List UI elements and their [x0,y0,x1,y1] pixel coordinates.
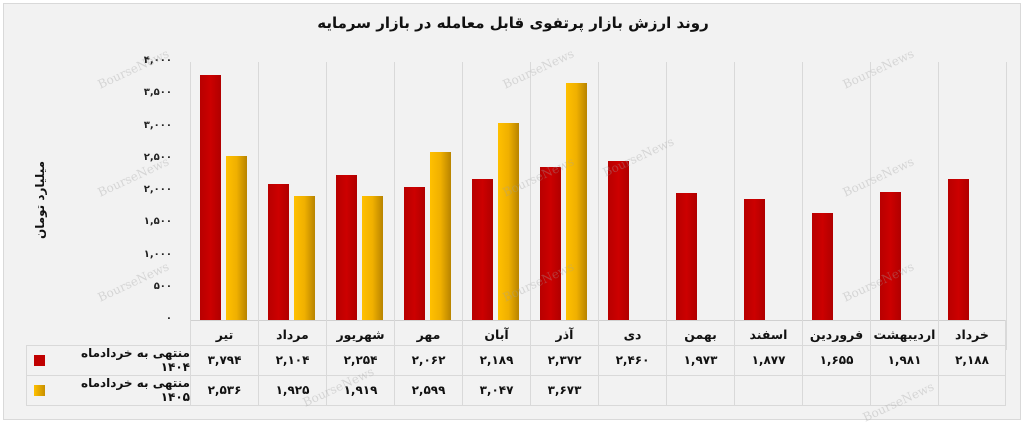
table-cell [870,375,938,405]
y-tick-label: ۲,۰۰۰ [143,184,172,195]
bar-series1 [200,75,221,320]
table-divider [26,375,1006,376]
gridline [802,62,803,350]
y-tick-label: ۴,۰۰۰ [143,55,172,66]
bar-series1 [540,167,561,320]
gridline [938,62,939,350]
table-cell: ۲,۱۰۴ [258,345,326,375]
table-cell [666,375,734,405]
bar-series2 [294,195,315,320]
table-left-border [26,345,27,405]
y-tick-label: ۲,۵۰۰ [143,151,172,163]
category-label: آبان [462,320,530,350]
legend-series1: منتهی به خردادماه ۱۴۰۴ [26,345,190,375]
table-cell: ۳,۰۴۷ [462,375,530,405]
table-cell: ۲,۱۸۸ [938,345,1006,375]
table-cell [802,375,870,405]
table-cell [598,375,666,405]
bar-series1 [336,174,357,320]
bar-series2 [566,83,587,320]
bar-series1 [676,192,697,320]
table-cell: ۱,۹۲۵ [258,375,326,405]
table-cell: ۲,۴۶۰ [598,345,666,375]
table-cell [734,375,802,405]
gridline [598,62,599,350]
table-row-series2: منتهی به خردادماه ۱۴۰۵ ۲,۵۳۶ ۱,۹۲۵ ۱,۹۱۹ ۲,… [26,375,1006,405]
category-label: اسفند [734,320,802,350]
table-divider [26,345,1006,346]
bar-series1 [880,192,901,320]
category-label: مرداد [258,320,326,350]
plot-area [190,62,1007,350]
category-label: مهر [394,320,462,350]
table-cell: ۲,۵۹۹ [394,375,462,405]
table-cell: ۲,۰۶۲ [394,345,462,375]
gridline [326,62,327,350]
table-cell: ۲,۲۵۴ [326,345,394,375]
gridline [190,62,191,350]
y-tick-label: ۱,۰۰۰ [143,248,172,260]
bar-series2 [498,123,519,320]
table-cell: ۲,۱۸۹ [462,345,530,375]
bar-series1 [948,178,969,320]
bar-series1 [472,178,493,320]
table-cell: ۱,۹۸۱ [870,345,938,375]
bar-series2 [430,152,451,320]
legend-swatch-red [34,354,45,366]
category-label: خرداد [938,320,1006,350]
y-tick-label: ۱,۵۰۰ [143,216,172,228]
legend-series2-label: منتهی به خردادماه ۱۴۰۵ [81,376,190,404]
table-cell: ۱,۶۵۵ [802,345,870,375]
table-cell: ۳,۷۹۴ [190,345,258,375]
category-label: آذر [530,320,598,350]
category-label: فروردین [802,320,870,350]
gridline [666,62,667,350]
bar-series1 [608,161,629,320]
bar-series2 [226,156,247,320]
bar-series1 [812,213,833,320]
y-axis-label: میلیارد تومان [20,150,60,250]
gridline [870,62,871,350]
table-row-categories: تیر مرداد شهریور مهر آبان آذر دی بهمن اسفند فرورد… [26,320,1006,350]
table-cell: ۲,۵۳۶ [190,375,258,405]
table-cell: ۱,۸۷۷ [734,345,802,375]
category-label: دی [598,320,666,350]
gridline [462,62,463,350]
y-tick-label: ۳,۰۰۰ [143,119,172,131]
gridline [530,62,531,350]
y-axis-label-text: میلیارد تومان [33,160,47,240]
legend-series2: منتهی به خردادماه ۱۴۰۵ [26,375,190,405]
table-divider [26,405,1006,406]
category-label: بهمن [666,320,734,350]
bar-series1 [268,184,289,320]
gridline [734,62,735,350]
y-tick-label: ۳,۵۰۰ [143,87,172,99]
chart-title: روند ارزش بازار پرتفوی قابل معامله در با… [317,14,709,32]
table-cell [938,375,1006,405]
gridline [394,62,395,350]
table-cell: ۳,۶۷۳ [530,375,598,405]
table-cell: ۱,۹۷۳ [666,345,734,375]
gridline [258,62,259,350]
y-tick-label: ۰ [165,313,172,324]
gridline [1006,62,1007,350]
bar-series1 [744,198,765,320]
category-label: تیر [190,320,258,350]
category-label: اردیبهشت [870,320,938,350]
table-row-series1: منتهی به خردادماه ۱۴۰۴ ۳,۷۹۴ ۲,۱۰۴ ۲,۲۵۴ ۲,… [26,345,1006,375]
table-cell: ۲,۳۷۲ [530,345,598,375]
category-label: شهریور [326,320,394,350]
bar-series2 [362,196,383,320]
y-tick-label: ۵۰۰ [153,280,172,292]
legend-swatch-gold [34,384,45,396]
bar-series1 [404,187,425,320]
legend-series1-label: منتهی به خردادماه ۱۴۰۴ [81,346,190,374]
table-cell: ۱,۹۱۹ [326,375,394,405]
